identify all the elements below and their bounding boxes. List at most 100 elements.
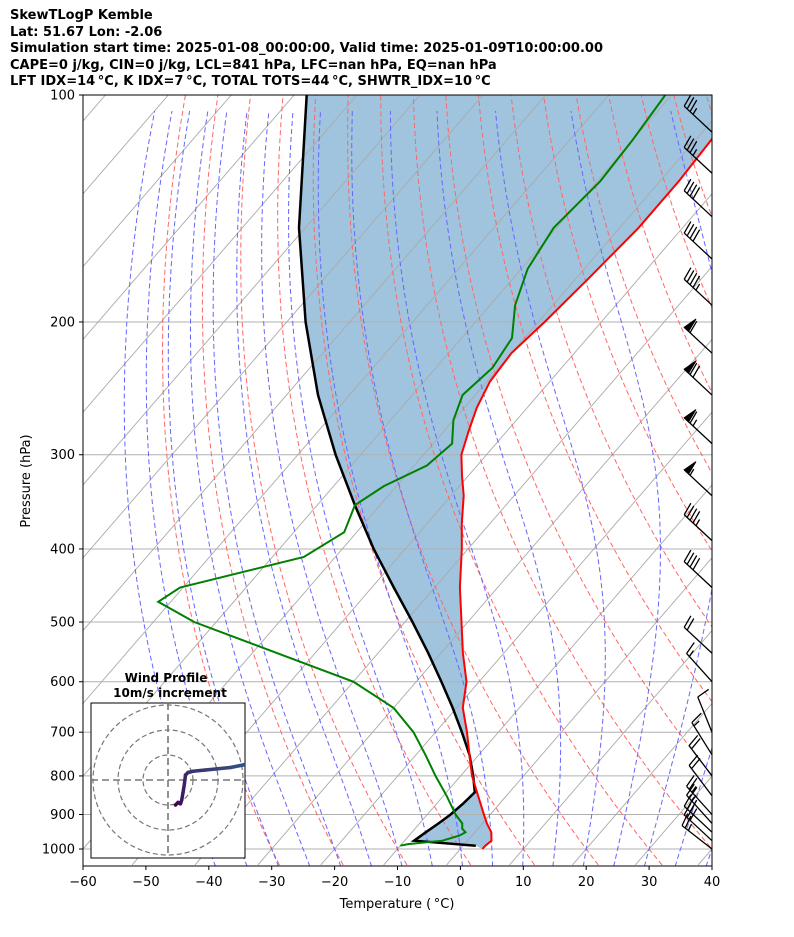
y-tick-label: 100: [50, 89, 75, 104]
moist-adiabat-line: [436, 110, 562, 866]
y-tick-label: 900: [50, 808, 75, 823]
x-tick-label: −20: [321, 875, 348, 890]
isotherm-line: [446, 557, 712, 866]
cape-shaded-area: [299, 95, 712, 849]
isotherm-line: [634, 775, 712, 866]
y-tick-label: 1000: [42, 843, 75, 858]
isotherm-line: [320, 411, 712, 866]
wind-barb: [686, 774, 713, 815]
y-tick-label: 300: [50, 448, 75, 463]
wind-barb: [683, 461, 713, 497]
moist-adiabat-line: [288, 110, 433, 866]
parcel-profile-line: [297, 95, 477, 847]
temperature-profile-line: [458, 137, 712, 850]
wind-barb: [683, 794, 713, 833]
chart-header: SkewTLogP Kemble Lat: 51.67 Lon: -2.06 S…: [10, 8, 603, 91]
moist-adiabat-line: [495, 110, 606, 866]
isotherm-line: [761, 95, 794, 865]
header-cape: CAPE=0 j/kg, CIN=0 j/kg, LCL=841 hPa, LF…: [10, 57, 497, 73]
moist-adiabat-line: [317, 110, 463, 866]
wind-barb: [683, 94, 713, 133]
wind-barb: [683, 360, 713, 396]
hodograph-trace-segment: [203, 767, 220, 772]
isotherm-line: [194, 265, 712, 866]
isotherm-line: [83, 95, 609, 705]
isotherm-line: [83, 95, 421, 486]
y-tick-label: 600: [50, 675, 75, 690]
dry-adiabat-line: [201, 95, 344, 866]
wind-barb: [683, 549, 713, 588]
x-axis-label: Temperature ( °C): [339, 897, 455, 912]
dry-adiabat-line: [640, 95, 712, 309]
hodograph-trace-segment: [216, 765, 233, 771]
isotherm-line: [383, 484, 712, 866]
moist-adiabat-line: [570, 110, 661, 866]
dry-adiabat-line: [277, 95, 472, 866]
y-tick-label: 200: [50, 315, 75, 330]
isotherm-line: [83, 95, 358, 413]
hodograph-trace-segment: [256, 755, 269, 760]
wind-barb: [683, 221, 713, 260]
dry-adiabat-line: [240, 95, 408, 866]
wind-barb: [683, 318, 713, 354]
x-tick-label: −10: [384, 875, 411, 890]
dewpoint-profile-line: [156, 95, 667, 847]
wind-barb: [691, 712, 713, 756]
isotherm-line: [83, 95, 232, 268]
dry-adiabat-line: [575, 95, 712, 475]
wind-barb: [686, 642, 713, 683]
x-tick-label: −30: [258, 875, 285, 890]
dry-adiabat-line: [477, 95, 712, 703]
isotherm-line: [83, 95, 106, 122]
wind-barb: [688, 754, 713, 797]
wind-barb: [683, 135, 713, 174]
wind-barb: [683, 409, 713, 445]
y-axis-label: Pressure (hPa): [19, 434, 34, 527]
moist-adiabat-line: [674, 746, 712, 866]
x-tick-label: 10: [515, 875, 532, 890]
dry-adiabat-line: [347, 95, 599, 866]
x-tick-label: −60: [69, 875, 96, 890]
wind-barb: [697, 688, 713, 733]
hodograph-subtitle: 10m/s increment: [113, 686, 227, 700]
isotherm-line: [697, 848, 712, 866]
hodograph-trace-segment: [268, 753, 276, 756]
x-tick-label: 30: [641, 875, 658, 890]
wind-barb: [683, 615, 713, 654]
header-station: SkewTLogP Kemble: [10, 8, 153, 23]
moist-adiabat-line: [167, 110, 280, 866]
header-indices: LFT IDX=14 °C, K IDX=7 °C, TOTAL TOTS=44…: [10, 74, 491, 89]
isotherm-line: [572, 702, 712, 866]
y-tick-label: 500: [50, 616, 75, 631]
dry-adiabat-line: [739, 95, 794, 865]
x-tick-label: −50: [132, 875, 159, 890]
dry-adiabat-line: [445, 95, 712, 777]
wind-barb: [681, 813, 713, 850]
moist-adiabat-line: [643, 110, 712, 866]
isotherm-line: [83, 95, 547, 632]
y-tick-label: 700: [50, 726, 75, 741]
wind-barb: [688, 734, 713, 777]
moist-adiabat-line: [212, 110, 342, 866]
dry-adiabat-line: [380, 95, 663, 866]
wind-barb: [683, 502, 713, 542]
wind-barb: [683, 178, 713, 218]
header-latlon: Lat: 51.67 Lon: -2.06: [10, 24, 163, 40]
moist-adiabat-line: [261, 110, 403, 866]
moist-adiabat-line: [236, 110, 372, 866]
wind-barb: [683, 267, 713, 306]
moist-adiabat-line: [389, 110, 525, 866]
hodograph-title: Wind Profile: [125, 671, 208, 685]
x-tick-label: −40: [195, 875, 222, 890]
x-tick-label: 0: [456, 875, 464, 890]
dry-adiabat-line: [771, 95, 794, 865]
dry-adiabat-line: [161, 95, 280, 866]
y-tick-label: 800: [50, 769, 75, 784]
hodograph-trace-segment: [191, 768, 208, 773]
isotherm-line: [83, 95, 295, 341]
x-tick-label: 40: [704, 875, 721, 890]
isotherm-line: [257, 338, 712, 866]
dry-adiabat-line: [543, 95, 712, 552]
moist-adiabat-line: [705, 847, 712, 866]
